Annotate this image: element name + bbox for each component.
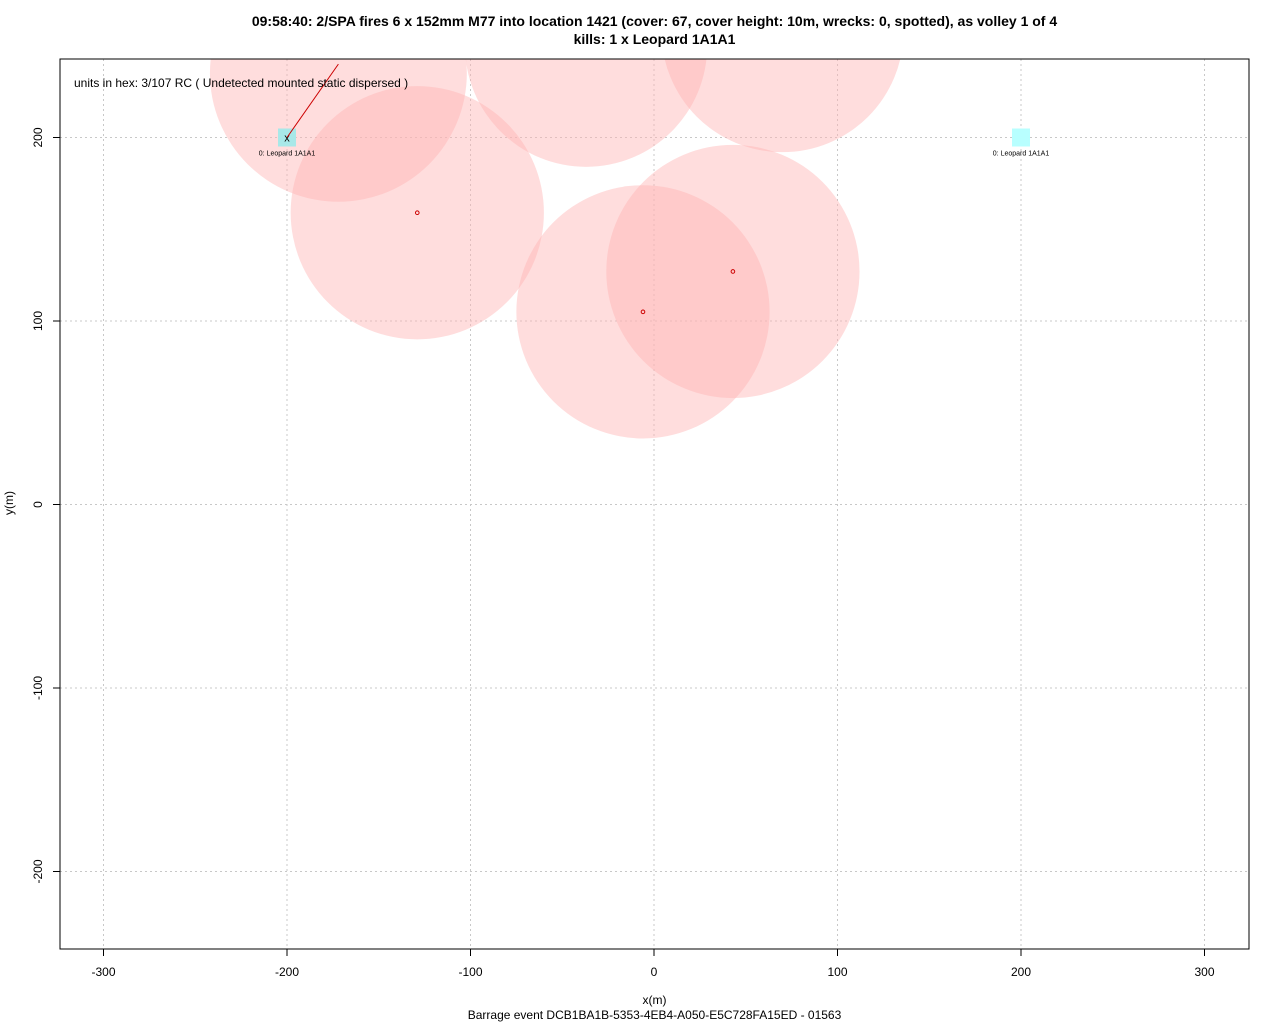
y-tick-label: -100 — [31, 676, 45, 700]
fire-line — [286, 63, 339, 138]
blast-radii — [209, 59, 901, 439]
blast-circle — [290, 86, 544, 340]
impact-markers — [414, 210, 736, 315]
impact-point — [730, 269, 736, 274]
unit-label: 0: Leopard 1A1A1 — [259, 151, 316, 158]
x-tick-label: 300 — [1194, 965, 1214, 979]
impact-point — [640, 309, 646, 315]
chart-subtitle: kills: 1 x Leopard 1A1A1 — [573, 31, 736, 47]
x-tick-label: 100 — [827, 965, 847, 979]
blast-circle — [606, 144, 860, 399]
blast-circle — [209, 59, 467, 202]
grid-lines — [60, 59, 1249, 949]
units-in-hex-annotation: units in hex: 3/107 RC ( Undetected moun… — [74, 76, 408, 90]
x-tick-label: -300 — [91, 965, 115, 979]
x-tick-label: -200 — [275, 965, 299, 979]
blast-circle — [516, 185, 770, 439]
blast-circle — [664, 59, 901, 153]
y-axis-label: y(m) — [2, 491, 16, 515]
x-tick-label: 0 — [651, 965, 658, 979]
chart-title: 09:58:40: 2/SPA fires 6 x 152mm M77 into… — [251, 13, 1058, 29]
impact-point — [414, 210, 420, 216]
unit-marker — [1012, 128, 1030, 147]
x-tick-label: -100 — [458, 965, 482, 979]
x-axis-label: x(m) — [642, 993, 667, 1007]
x-tick-label: 200 — [1011, 965, 1031, 979]
unit-label: 0: Leopard 1A1A1 — [993, 151, 1050, 158]
y-axis: -200 -100 0 100 200 — [31, 127, 61, 884]
blast-circle — [465, 59, 707, 167]
kill-mark: x — [284, 133, 290, 145]
x-axis: -300 -200 -100 0 100 200 300 — [91, 948, 1215, 979]
y-tick-label: 100 — [31, 311, 45, 331]
barrage-event-caption: Barrage event DCB1BA1B-5353-4EB4-A050-E5… — [467, 1008, 842, 1022]
y-tick-label: 0 — [31, 501, 45, 508]
y-tick-label: -200 — [31, 859, 45, 883]
y-tick-label: 200 — [31, 127, 45, 147]
